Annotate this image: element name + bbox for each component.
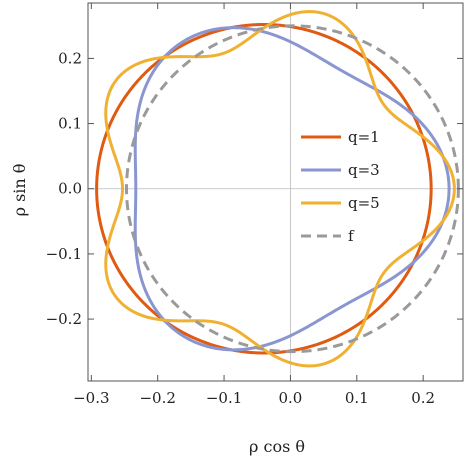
legend-label: q=5 — [348, 194, 380, 212]
x-tick-label: 0.1 — [345, 389, 369, 407]
series-line-f — [125, 24, 460, 354]
y-tick-label: −0.1 — [46, 245, 82, 263]
plot-frame — [87, 2, 464, 382]
legend-label: f — [348, 227, 355, 245]
legend-label: q=1 — [348, 128, 380, 146]
x-tick-label: 0.2 — [411, 389, 435, 407]
x-tick-label: −0.3 — [73, 389, 109, 407]
x-tick-label: 0.0 — [279, 389, 303, 407]
legend-label: q=3 — [348, 161, 380, 179]
y-tick-label: 0.0 — [58, 180, 82, 198]
y-tick-label: −0.2 — [46, 310, 82, 328]
y-tick-label: 0.1 — [58, 115, 82, 133]
x-tick-label: −0.2 — [139, 389, 175, 407]
series-line-q3 — [133, 26, 451, 352]
y-axis-label: ρ sin θ — [10, 164, 29, 217]
x-axis-label: ρ cos θ — [249, 437, 305, 456]
y-tick-label: 0.2 — [58, 49, 82, 67]
series-line-q1 — [95, 23, 433, 355]
x-tick-label: −0.1 — [206, 389, 242, 407]
